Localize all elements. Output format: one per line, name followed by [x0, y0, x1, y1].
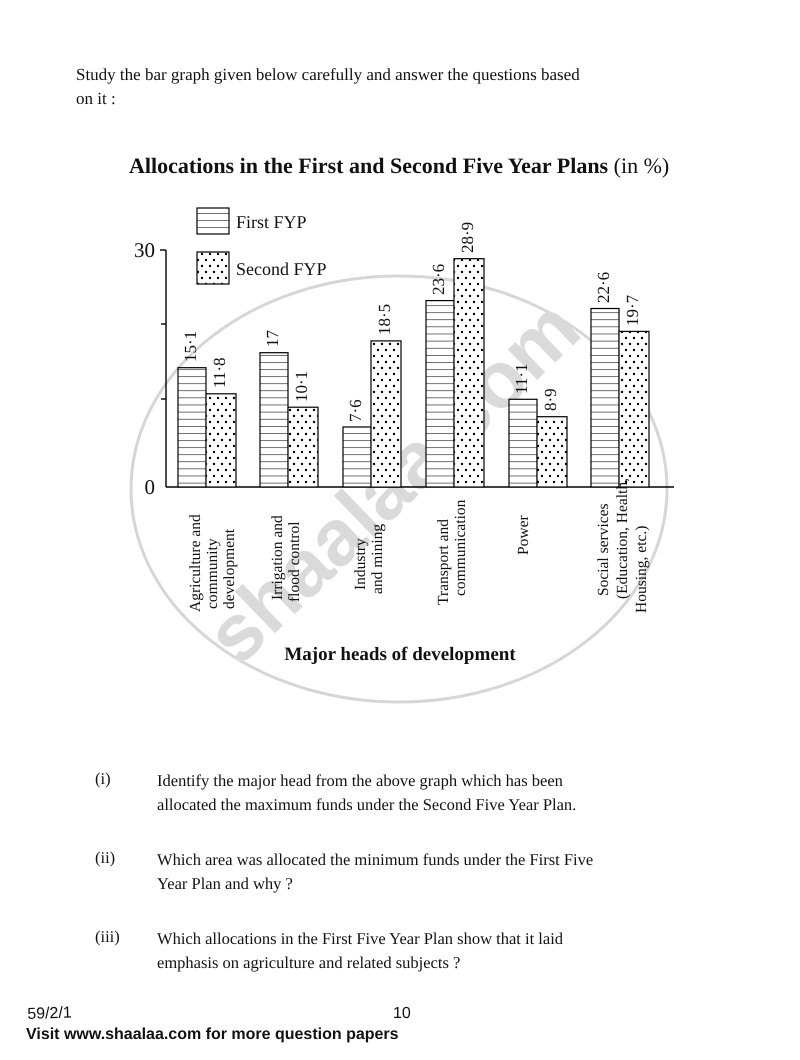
svg-text:Major heads of development: Major heads of development [284, 644, 516, 665]
svg-text:community: community [204, 538, 221, 609]
svg-text:8·9: 8·9 [541, 388, 560, 411]
svg-text:(Education, Health,: (Education, Health, [614, 478, 631, 599]
svg-text:flood control: flood control [286, 522, 303, 603]
svg-text:Power: Power [515, 515, 532, 555]
svg-text:and mining: and mining [369, 524, 386, 594]
svg-text:Transport and: Transport and [435, 519, 452, 605]
svg-text:28·9: 28·9 [458, 222, 477, 253]
svg-text:First FYP: First FYP [236, 212, 307, 232]
svg-text:0: 0 [145, 475, 156, 499]
svg-text:Housing, etc.): Housing, etc.) [633, 526, 650, 613]
svg-text:11·8: 11·8 [210, 357, 229, 388]
svg-text:Second FYP: Second FYP [236, 259, 327, 279]
svg-text:22·6: 22·6 [594, 272, 613, 303]
svg-text:30: 30 [134, 238, 155, 262]
svg-text:19·7: 19·7 [623, 294, 642, 326]
svg-text:7·6: 7·6 [346, 399, 365, 422]
svg-text:18·5: 18·5 [375, 304, 394, 335]
svg-text:Agriculture and: Agriculture and [187, 514, 204, 612]
svg-text:Industry: Industry [352, 538, 369, 590]
svg-text:23·6: 23·6 [429, 264, 448, 295]
svg-text:15·1: 15·1 [181, 331, 200, 362]
svg-text:Social services: Social services [595, 503, 612, 596]
svg-text:communication: communication [452, 499, 469, 596]
svg-text:Irrigation and: Irrigation and [269, 515, 286, 600]
svg-text:10·1: 10·1 [292, 371, 311, 402]
svg-text:17: 17 [263, 330, 282, 348]
svg-text:development: development [221, 528, 238, 609]
svg-text:11·1: 11·1 [512, 363, 531, 394]
